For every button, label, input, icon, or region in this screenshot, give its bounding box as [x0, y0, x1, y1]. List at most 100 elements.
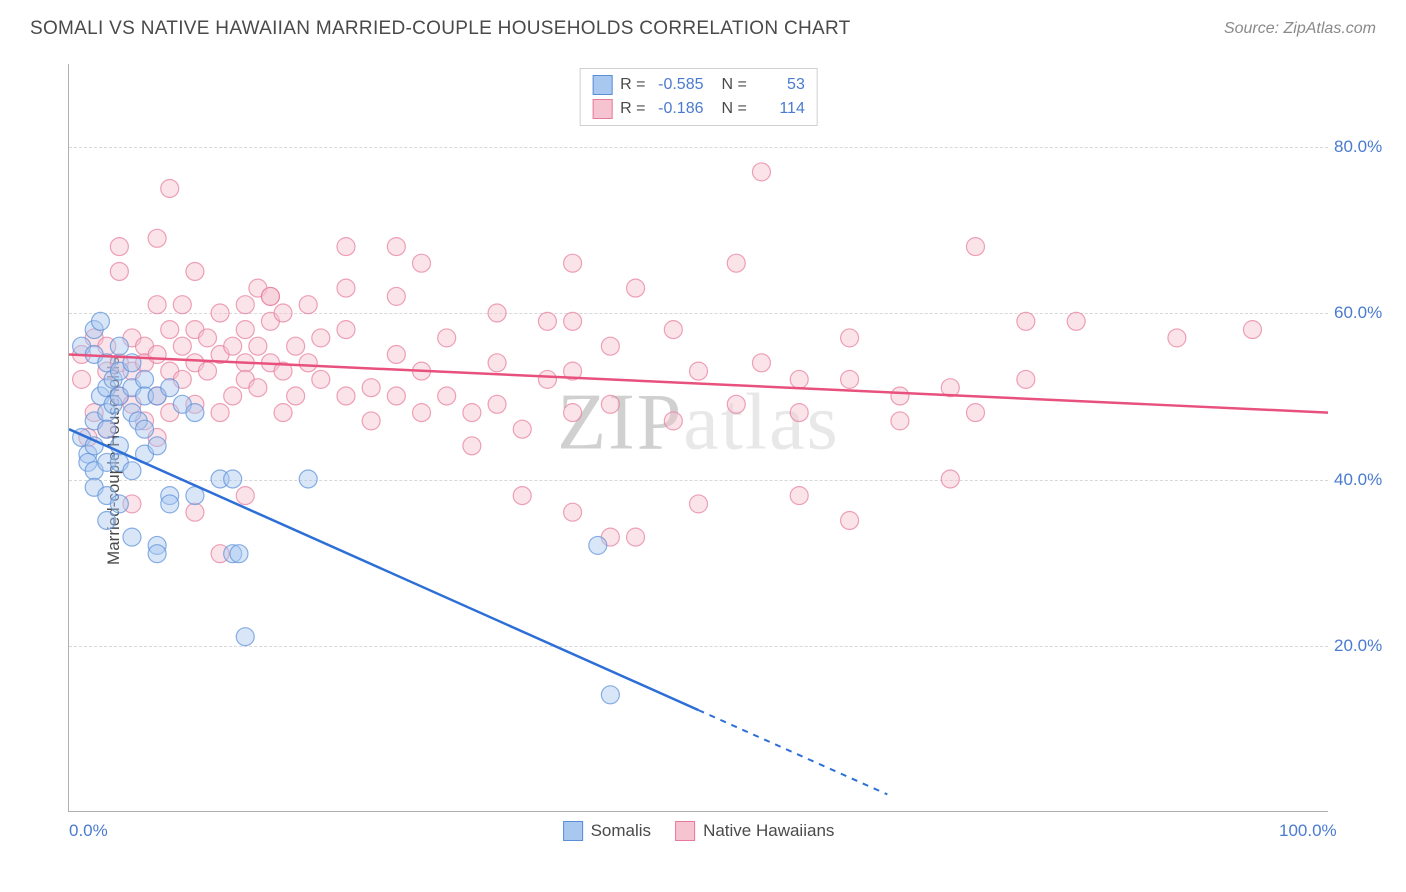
data-point: [312, 329, 330, 347]
data-point: [413, 404, 431, 422]
data-point: [966, 404, 984, 422]
data-point: [387, 238, 405, 256]
data-point: [488, 395, 506, 413]
data-point: [337, 387, 355, 405]
r-label: R =: [620, 97, 645, 121]
data-point: [186, 263, 204, 281]
data-point: [891, 412, 909, 430]
data-point: [224, 387, 242, 405]
data-point: [413, 254, 431, 272]
data-point: [488, 354, 506, 372]
data-point: [664, 321, 682, 339]
n-value-hawaiians: 114: [755, 97, 805, 121]
data-point: [98, 512, 116, 530]
data-point: [387, 387, 405, 405]
data-point: [110, 263, 128, 281]
data-point: [299, 354, 317, 372]
data-point: [841, 370, 859, 388]
data-point: [136, 420, 154, 438]
data-point: [261, 287, 279, 305]
plot-area: ZIPatlas R = -0.585 N = 53 R = -0.186 N …: [68, 64, 1328, 812]
data-point: [362, 379, 380, 397]
data-point: [173, 296, 191, 314]
legend-item-somalis: Somalis: [563, 821, 651, 841]
legend-label-somalis: Somalis: [591, 821, 651, 841]
data-point: [627, 528, 645, 546]
data-point: [601, 337, 619, 355]
data-point: [513, 420, 531, 438]
data-point: [362, 412, 380, 430]
data-point: [966, 238, 984, 256]
data-point: [198, 329, 216, 347]
source-label: Source: ZipAtlas.com: [1224, 20, 1376, 38]
data-point: [186, 503, 204, 521]
data-point: [752, 354, 770, 372]
swatch-hawaiians-icon: [675, 821, 695, 841]
swatch-hawaiians-icon: [592, 99, 612, 119]
data-point: [73, 370, 91, 388]
trend-line-dashed: [699, 710, 888, 794]
data-point: [312, 370, 330, 388]
data-point: [841, 512, 859, 530]
stats-legend-box: R = -0.585 N = 53 R = -0.186 N = 114: [579, 68, 818, 126]
data-point: [110, 495, 128, 513]
data-point: [941, 470, 959, 488]
data-point: [627, 279, 645, 297]
data-point: [438, 387, 456, 405]
data-point: [211, 404, 229, 422]
data-point: [161, 321, 179, 339]
data-point: [236, 487, 254, 505]
data-point: [564, 254, 582, 272]
data-point: [236, 296, 254, 314]
x-tick-label: 0.0%: [69, 821, 108, 841]
data-point: [564, 404, 582, 422]
data-point: [1017, 370, 1035, 388]
data-point: [664, 412, 682, 430]
data-point: [224, 470, 242, 488]
data-point: [727, 395, 745, 413]
data-point: [110, 337, 128, 355]
data-point: [690, 495, 708, 513]
data-point: [337, 321, 355, 339]
data-point: [249, 337, 267, 355]
data-point: [161, 180, 179, 198]
n-label: N =: [722, 73, 747, 97]
data-point: [601, 395, 619, 413]
data-point: [148, 545, 166, 563]
x-tick-label: 100.0%: [1279, 821, 1337, 841]
data-point: [1067, 312, 1085, 330]
data-point: [538, 370, 556, 388]
bottom-legend: Somalis Native Hawaiians: [563, 821, 835, 841]
data-point: [463, 404, 481, 422]
chart-title: SOMALI VS NATIVE HAWAIIAN MARRIED-COUPLE…: [30, 18, 851, 40]
data-point: [337, 279, 355, 297]
data-point: [148, 296, 166, 314]
data-point: [337, 238, 355, 256]
data-point: [123, 528, 141, 546]
data-point: [299, 296, 317, 314]
data-point: [387, 346, 405, 364]
data-point: [110, 238, 128, 256]
data-point: [287, 337, 305, 355]
data-point: [538, 312, 556, 330]
data-point: [224, 337, 242, 355]
data-point: [148, 437, 166, 455]
r-value-somalis: -0.585: [654, 73, 704, 97]
data-point: [91, 312, 109, 330]
r-value-hawaiians: -0.186: [654, 97, 704, 121]
data-point: [790, 404, 808, 422]
data-point: [891, 387, 909, 405]
data-point: [564, 312, 582, 330]
trend-line: [69, 429, 699, 710]
data-point: [727, 254, 745, 272]
chart-container: Married-couple Households ZIPatlas R = -…: [30, 56, 1380, 866]
data-point: [1017, 312, 1035, 330]
data-point: [230, 545, 248, 563]
data-point: [148, 346, 166, 364]
data-point: [211, 304, 229, 322]
data-point: [564, 503, 582, 521]
swatch-somalis-icon: [592, 75, 612, 95]
data-point: [198, 362, 216, 380]
plot-svg: [69, 64, 1328, 811]
data-point: [274, 304, 292, 322]
